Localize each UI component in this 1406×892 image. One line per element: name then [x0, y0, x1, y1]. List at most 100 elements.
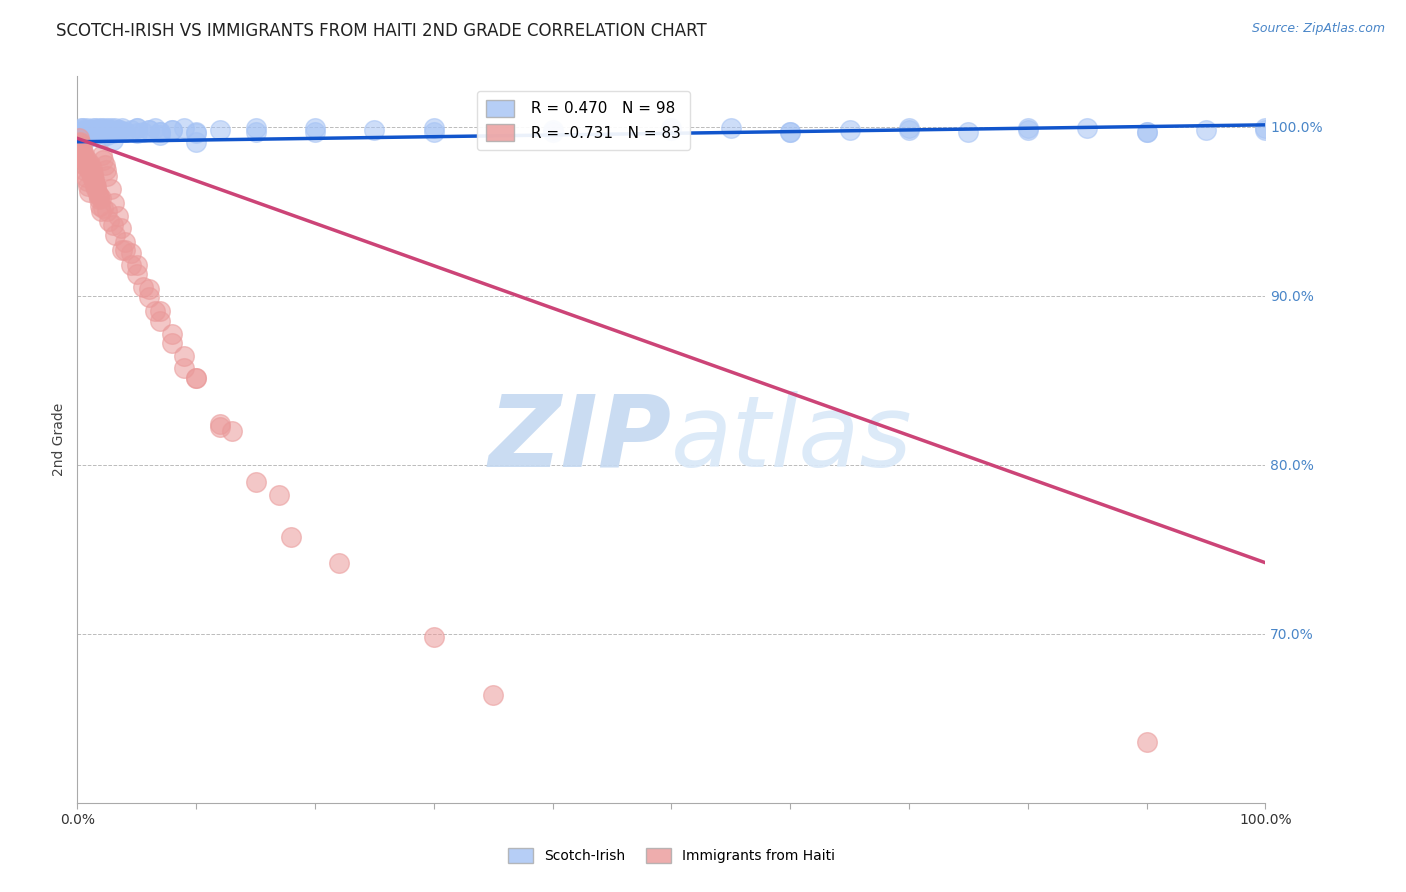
- Point: [363, 123, 385, 137]
- Point: [186, 371, 208, 385]
- Point: [245, 125, 267, 139]
- Point: [70, 145, 93, 159]
- Point: [87, 189, 110, 203]
- Point: [75, 155, 97, 169]
- Point: [328, 556, 350, 570]
- Point: [101, 126, 124, 140]
- Text: Source: ZipAtlas.com: Source: ZipAtlas.com: [1251, 22, 1385, 36]
- Point: [96, 169, 118, 183]
- Point: [77, 161, 100, 176]
- Point: [138, 123, 160, 137]
- Point: [838, 123, 860, 137]
- Point: [423, 125, 446, 139]
- Point: [143, 303, 166, 318]
- Point: [149, 314, 172, 328]
- Point: [79, 157, 101, 171]
- Point: [67, 131, 90, 145]
- Point: [72, 126, 94, 140]
- Point: [76, 123, 98, 137]
- Point: [143, 121, 166, 136]
- Point: [1195, 123, 1218, 137]
- Point: [77, 123, 100, 137]
- Point: [101, 218, 124, 232]
- Point: [208, 123, 231, 137]
- Point: [104, 227, 127, 242]
- Point: [101, 123, 124, 137]
- Point: [90, 190, 112, 204]
- Point: [482, 688, 505, 702]
- Point: [72, 157, 94, 171]
- Point: [131, 125, 153, 139]
- Point: [89, 199, 111, 213]
- Point: [661, 121, 683, 136]
- Point: [70, 142, 93, 156]
- Point: [79, 125, 101, 139]
- Point: [86, 121, 108, 136]
- Point: [100, 182, 122, 196]
- Point: [269, 488, 291, 502]
- Point: [96, 128, 118, 142]
- Point: [1076, 121, 1098, 136]
- Point: [93, 121, 115, 136]
- Point: [125, 258, 148, 272]
- Point: [103, 195, 125, 210]
- Text: atlas: atlas: [672, 391, 912, 488]
- Point: [149, 125, 172, 139]
- Point: [173, 121, 195, 136]
- Point: [86, 182, 108, 196]
- Point: [73, 146, 96, 161]
- Point: [89, 121, 111, 136]
- Point: [186, 126, 208, 140]
- Point: [131, 280, 153, 294]
- Point: [114, 125, 136, 139]
- Point: [93, 201, 115, 215]
- Point: [73, 125, 96, 139]
- Point: [98, 214, 121, 228]
- Point: [77, 125, 100, 139]
- Point: [94, 123, 117, 137]
- Point: [84, 177, 107, 191]
- Point: [100, 121, 122, 136]
- Point: [70, 143, 93, 157]
- Point: [67, 125, 90, 139]
- Point: [83, 172, 105, 186]
- Point: [101, 133, 124, 147]
- Point: [70, 152, 93, 166]
- Point: [162, 123, 184, 137]
- Point: [114, 243, 136, 257]
- Point: [173, 361, 195, 376]
- Point: [77, 178, 100, 193]
- Point: [1017, 121, 1039, 136]
- Point: [162, 335, 184, 350]
- Y-axis label: 2nd Grade: 2nd Grade: [52, 402, 66, 476]
- Point: [90, 125, 112, 139]
- Point: [173, 350, 195, 364]
- Point: [107, 209, 129, 223]
- Point: [69, 136, 91, 151]
- Point: [208, 417, 231, 431]
- Point: [125, 126, 148, 140]
- Point: [86, 187, 108, 202]
- Point: [138, 282, 160, 296]
- Point: [304, 125, 326, 139]
- Point: [120, 258, 142, 272]
- Point: [1136, 125, 1159, 139]
- Point: [186, 371, 208, 385]
- Point: [186, 125, 208, 139]
- Point: [84, 128, 107, 142]
- Point: [138, 290, 160, 304]
- Point: [69, 138, 91, 153]
- Point: [304, 121, 326, 136]
- Point: [1254, 121, 1277, 136]
- Point: [83, 125, 105, 139]
- Point: [245, 475, 267, 489]
- Point: [245, 121, 267, 136]
- Point: [104, 121, 127, 136]
- Point: [149, 303, 172, 318]
- Point: [82, 167, 104, 181]
- Point: [70, 128, 93, 142]
- Point: [73, 125, 96, 139]
- Point: [90, 125, 112, 139]
- Point: [93, 153, 115, 168]
- Point: [72, 121, 94, 136]
